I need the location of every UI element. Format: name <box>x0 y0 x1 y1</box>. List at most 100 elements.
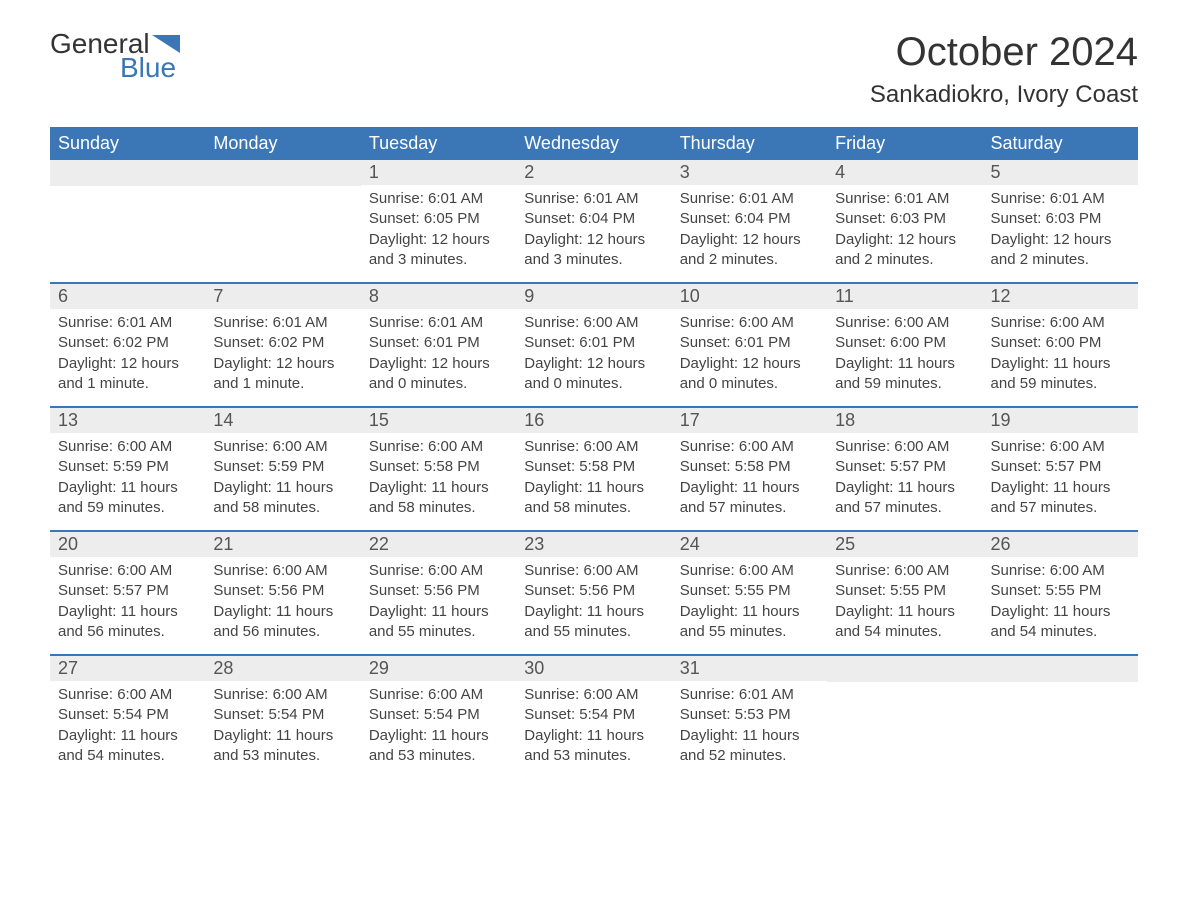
sunrise-text: Sunrise: 6:00 AM <box>524 561 663 581</box>
calendar: SundayMondayTuesdayWednesdayThursdayFrid… <box>50 127 1138 778</box>
sunset-text: Sunset: 5:58 PM <box>680 457 819 477</box>
sunrise-text: Sunrise: 6:00 AM <box>524 313 663 333</box>
day-details: Sunrise: 6:00 AMSunset: 6:01 PMDaylight:… <box>672 309 827 398</box>
daylight-line2: and 59 minutes. <box>991 374 1130 394</box>
day-cell-empty <box>827 656 982 778</box>
daylight-line1: Daylight: 11 hours <box>680 478 819 498</box>
day-cell-22: 22Sunrise: 6:00 AMSunset: 5:56 PMDayligh… <box>361 532 516 654</box>
weekday-wednesday: Wednesday <box>516 127 671 160</box>
sunset-text: Sunset: 5:55 PM <box>835 581 974 601</box>
daylight-line2: and 3 minutes. <box>369 250 508 270</box>
daylight-line2: and 58 minutes. <box>524 498 663 518</box>
daylight-line1: Daylight: 11 hours <box>680 602 819 622</box>
day-details: Sunrise: 6:01 AMSunset: 6:04 PMDaylight:… <box>672 185 827 274</box>
daylight-line1: Daylight: 12 hours <box>524 354 663 374</box>
daylight-line1: Daylight: 11 hours <box>524 478 663 498</box>
sunset-text: Sunset: 5:56 PM <box>524 581 663 601</box>
sunrise-text: Sunrise: 6:01 AM <box>213 313 352 333</box>
sunset-text: Sunset: 5:55 PM <box>991 581 1130 601</box>
day-cell-10: 10Sunrise: 6:00 AMSunset: 6:01 PMDayligh… <box>672 284 827 406</box>
daylight-line2: and 2 minutes. <box>991 250 1130 270</box>
daylight-line2: and 56 minutes. <box>58 622 197 642</box>
logo: General Blue <box>50 30 180 82</box>
daylight-line1: Daylight: 12 hours <box>369 354 508 374</box>
day-cell-25: 25Sunrise: 6:00 AMSunset: 5:55 PMDayligh… <box>827 532 982 654</box>
daylight-line1: Daylight: 12 hours <box>369 230 508 250</box>
daylight-line1: Daylight: 12 hours <box>213 354 352 374</box>
sunrise-text: Sunrise: 6:00 AM <box>369 561 508 581</box>
daylight-line2: and 0 minutes. <box>524 374 663 394</box>
sunset-text: Sunset: 6:00 PM <box>835 333 974 353</box>
daylight-line1: Daylight: 11 hours <box>369 726 508 746</box>
week-row: 6Sunrise: 6:01 AMSunset: 6:02 PMDaylight… <box>50 282 1138 406</box>
day-number: 27 <box>50 656 205 681</box>
sunset-text: Sunset: 5:54 PM <box>524 705 663 725</box>
daylight-line1: Daylight: 11 hours <box>369 602 508 622</box>
day-cell-9: 9Sunrise: 6:00 AMSunset: 6:01 PMDaylight… <box>516 284 671 406</box>
day-cell-6: 6Sunrise: 6:01 AMSunset: 6:02 PMDaylight… <box>50 284 205 406</box>
day-cell-1: 1Sunrise: 6:01 AMSunset: 6:05 PMDaylight… <box>361 160 516 282</box>
day-details: Sunrise: 6:01 AMSunset: 6:04 PMDaylight:… <box>516 185 671 274</box>
daylight-line1: Daylight: 11 hours <box>835 354 974 374</box>
daylight-line1: Daylight: 12 hours <box>58 354 197 374</box>
daylight-line2: and 1 minute. <box>213 374 352 394</box>
day-number: 13 <box>50 408 205 433</box>
day-details: Sunrise: 6:01 AMSunset: 6:02 PMDaylight:… <box>50 309 205 398</box>
day-cell-12: 12Sunrise: 6:00 AMSunset: 6:00 PMDayligh… <box>983 284 1138 406</box>
title-block: October 2024 Sankadiokro, Ivory Coast <box>870 30 1138 109</box>
sunset-text: Sunset: 6:03 PM <box>835 209 974 229</box>
day-cell-31: 31Sunrise: 6:01 AMSunset: 5:53 PMDayligh… <box>672 656 827 778</box>
sunset-text: Sunset: 6:02 PM <box>213 333 352 353</box>
day-number: 1 <box>361 160 516 185</box>
day-cell-8: 8Sunrise: 6:01 AMSunset: 6:01 PMDaylight… <box>361 284 516 406</box>
sunrise-text: Sunrise: 6:01 AM <box>680 685 819 705</box>
daylight-line1: Daylight: 11 hours <box>991 354 1130 374</box>
header: General Blue October 2024 Sankadiokro, I… <box>50 30 1138 109</box>
sunset-text: Sunset: 5:59 PM <box>58 457 197 477</box>
empty-day-header <box>205 160 360 186</box>
weekday-header-row: SundayMondayTuesdayWednesdayThursdayFrid… <box>50 127 1138 160</box>
month-title: October 2024 <box>870 30 1138 75</box>
sunset-text: Sunset: 5:54 PM <box>213 705 352 725</box>
day-number: 16 <box>516 408 671 433</box>
daylight-line2: and 57 minutes. <box>991 498 1130 518</box>
sunset-text: Sunset: 5:56 PM <box>369 581 508 601</box>
day-cell-14: 14Sunrise: 6:00 AMSunset: 5:59 PMDayligh… <box>205 408 360 530</box>
day-number: 19 <box>983 408 1138 433</box>
sunrise-text: Sunrise: 6:01 AM <box>524 189 663 209</box>
daylight-line2: and 52 minutes. <box>680 746 819 766</box>
day-number: 28 <box>205 656 360 681</box>
day-cell-20: 20Sunrise: 6:00 AMSunset: 5:57 PMDayligh… <box>50 532 205 654</box>
sunset-text: Sunset: 5:55 PM <box>680 581 819 601</box>
sunrise-text: Sunrise: 6:01 AM <box>369 189 508 209</box>
daylight-line2: and 53 minutes. <box>369 746 508 766</box>
day-details: Sunrise: 6:01 AMSunset: 6:03 PMDaylight:… <box>827 185 982 274</box>
sunrise-text: Sunrise: 6:00 AM <box>213 685 352 705</box>
day-number: 3 <box>672 160 827 185</box>
logo-word2: Blue <box>50 54 180 82</box>
daylight-line1: Daylight: 11 hours <box>835 478 974 498</box>
daylight-line1: Daylight: 11 hours <box>58 478 197 498</box>
daylight-line1: Daylight: 11 hours <box>58 602 197 622</box>
day-number: 7 <box>205 284 360 309</box>
daylight-line1: Daylight: 11 hours <box>991 478 1130 498</box>
daylight-line2: and 1 minute. <box>58 374 197 394</box>
weekday-monday: Monday <box>205 127 360 160</box>
sunrise-text: Sunrise: 6:01 AM <box>680 189 819 209</box>
daylight-line2: and 54 minutes. <box>991 622 1130 642</box>
day-details: Sunrise: 6:00 AMSunset: 5:56 PMDaylight:… <box>205 557 360 646</box>
sunset-text: Sunset: 5:57 PM <box>58 581 197 601</box>
sunset-text: Sunset: 5:56 PM <box>213 581 352 601</box>
day-details: Sunrise: 6:00 AMSunset: 5:57 PMDaylight:… <box>827 433 982 522</box>
daylight-line2: and 57 minutes. <box>835 498 974 518</box>
day-details: Sunrise: 6:00 AMSunset: 5:57 PMDaylight:… <box>50 557 205 646</box>
day-details: Sunrise: 6:00 AMSunset: 5:54 PMDaylight:… <box>50 681 205 770</box>
sunrise-text: Sunrise: 6:00 AM <box>835 437 974 457</box>
sunrise-text: Sunrise: 6:00 AM <box>213 437 352 457</box>
daylight-line1: Daylight: 11 hours <box>991 602 1130 622</box>
day-details: Sunrise: 6:00 AMSunset: 5:58 PMDaylight:… <box>361 433 516 522</box>
sunset-text: Sunset: 5:57 PM <box>835 457 974 477</box>
day-cell-29: 29Sunrise: 6:00 AMSunset: 5:54 PMDayligh… <box>361 656 516 778</box>
weekday-sunday: Sunday <box>50 127 205 160</box>
daylight-line2: and 57 minutes. <box>680 498 819 518</box>
